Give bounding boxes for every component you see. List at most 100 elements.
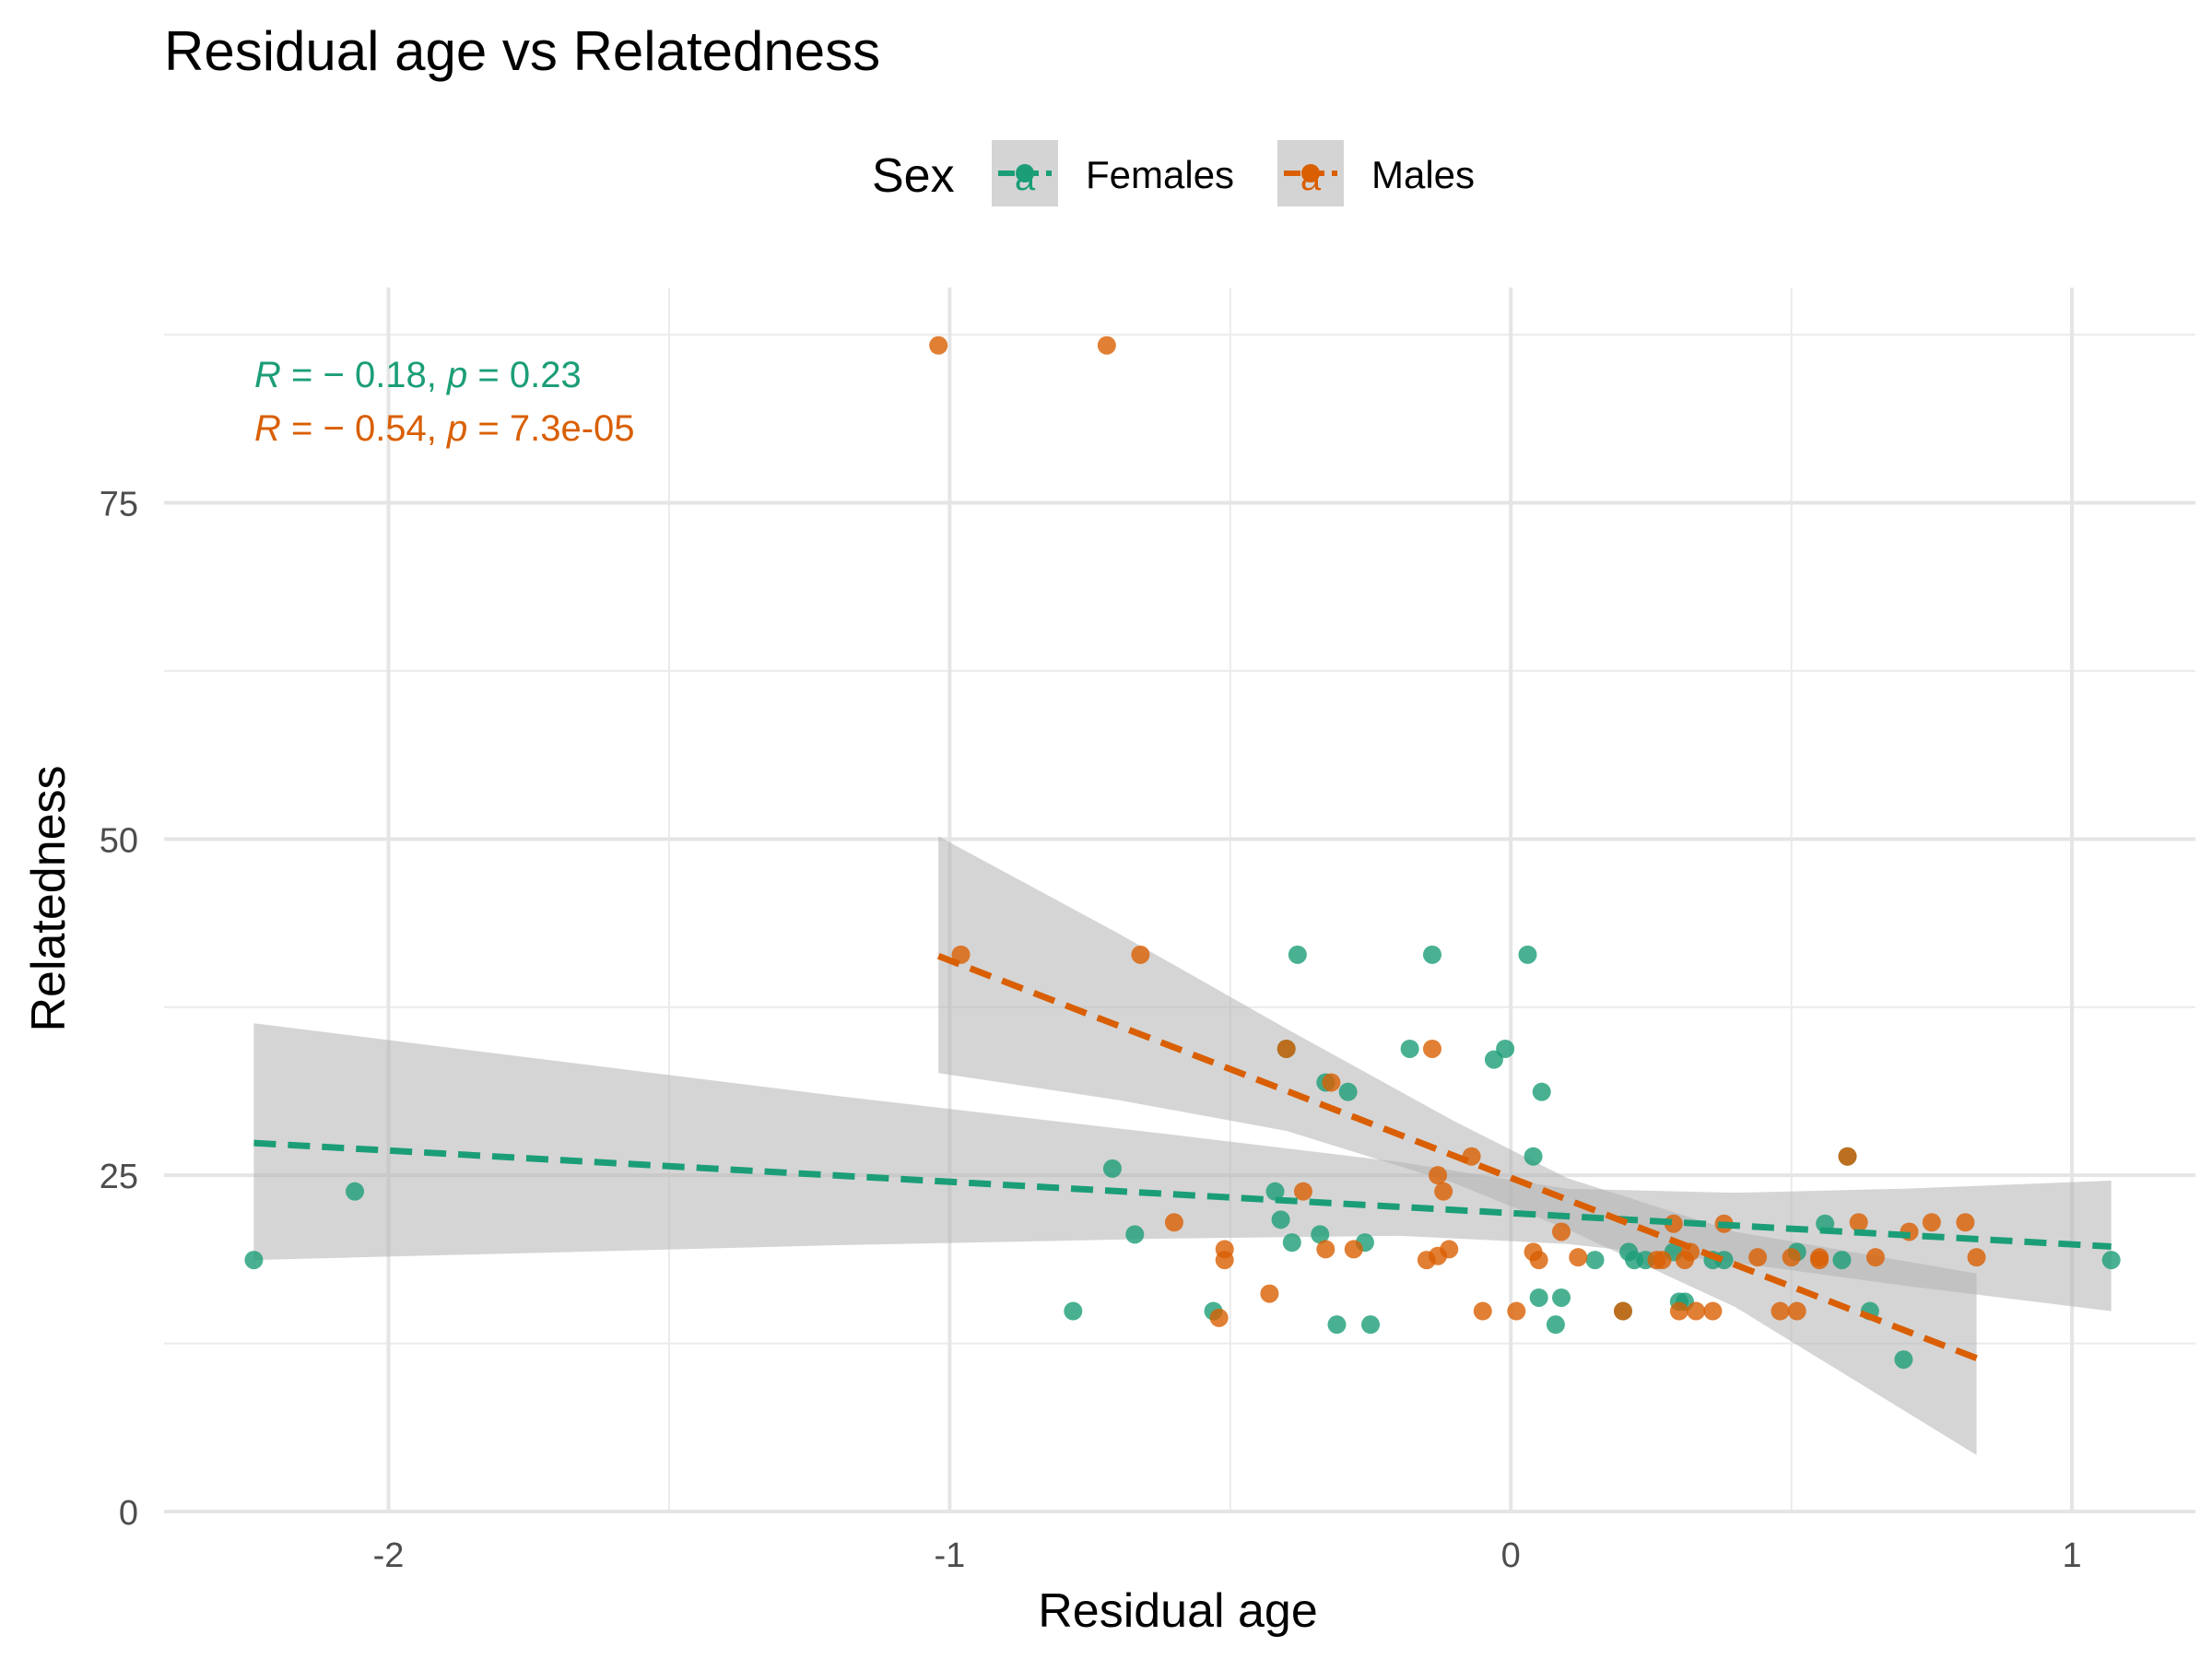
x-tick-label: -2 bbox=[373, 1536, 405, 1575]
data-point-males bbox=[1344, 1240, 1363, 1259]
x-axis-ticks: -2 -1 0 1 bbox=[373, 1536, 2082, 1575]
data-point-males bbox=[1097, 335, 1116, 355]
confidence-ribbon-males bbox=[938, 836, 1977, 1455]
data-point-males bbox=[1703, 1301, 1723, 1321]
data-point-females bbox=[1338, 1082, 1358, 1101]
annotation-males-p-value: = 7.3e-05 bbox=[467, 408, 634, 449]
legend-key-males: a bbox=[1277, 140, 1344, 206]
annotation-females-p-value: = 0.23 bbox=[467, 355, 581, 395]
data-point-males bbox=[1293, 1182, 1312, 1201]
regression-lines bbox=[253, 953, 2112, 1361]
data-point-females bbox=[1894, 1350, 1913, 1370]
data-point-males bbox=[1131, 945, 1150, 964]
x-tick-label: 1 bbox=[2062, 1536, 2081, 1575]
y-axis-ticks: 0 25 50 75 bbox=[100, 485, 138, 1533]
data-point-males bbox=[1277, 1039, 1296, 1058]
chart-title: Residual age vs Relatedness bbox=[164, 20, 880, 82]
data-point-males bbox=[1507, 1301, 1526, 1321]
legend-key-females-point bbox=[1016, 164, 1034, 182]
data-point-males bbox=[1434, 1182, 1453, 1201]
legend-key-males-point bbox=[1301, 164, 1320, 182]
data-point-males bbox=[1849, 1213, 1868, 1232]
data-point-males bbox=[1429, 1166, 1448, 1185]
data-point-males bbox=[951, 945, 971, 964]
data-point-females bbox=[1125, 1225, 1145, 1244]
data-point-females bbox=[1524, 1147, 1543, 1166]
annotation-females-p-label: p bbox=[446, 355, 467, 395]
data-point-males bbox=[1787, 1301, 1806, 1321]
data-point-males bbox=[1687, 1301, 1706, 1321]
annotation-males-r-label: R bbox=[254, 408, 281, 449]
data-point-males bbox=[1748, 1248, 1768, 1267]
data-point-males bbox=[1215, 1251, 1234, 1270]
y-tick-label: 25 bbox=[100, 1158, 138, 1196]
y-tick-label: 50 bbox=[100, 821, 138, 860]
regression-line-males bbox=[936, 953, 1978, 1361]
data-point-females bbox=[1518, 945, 1537, 964]
data-point-females bbox=[1311, 1225, 1330, 1244]
data-point-males bbox=[1529, 1251, 1548, 1270]
data-point-males bbox=[1569, 1248, 1588, 1267]
annotation-males: R = − 0.54, p = 7.3e-05 bbox=[254, 408, 635, 449]
legend-key-males-glyph: a bbox=[1300, 158, 1322, 198]
data-point-males bbox=[1440, 1240, 1459, 1259]
data-point-females bbox=[1288, 945, 1307, 964]
legend: Sex a Females a Males bbox=[872, 140, 1475, 206]
data-point-males bbox=[1422, 1039, 1441, 1058]
data-point-females bbox=[244, 1251, 264, 1270]
annotation-males-r-value: = − 0.54, bbox=[281, 408, 447, 449]
data-point-males bbox=[1967, 1248, 1986, 1267]
y-axis-label: Relatedness bbox=[22, 765, 76, 1031]
data-point-females bbox=[1529, 1288, 1548, 1307]
data-point-males bbox=[1810, 1248, 1830, 1267]
correlation-annotations: R = − 0.18, p = 0.23 R = − 0.54, p = 7.3… bbox=[254, 355, 635, 449]
data-point-males bbox=[1956, 1213, 1975, 1232]
data-point-females bbox=[1552, 1288, 1571, 1307]
data-point-males bbox=[1669, 1301, 1688, 1321]
regression-line-females bbox=[253, 1139, 2112, 1251]
annotation-males-p-label: p bbox=[446, 408, 467, 449]
data-point-males bbox=[1473, 1301, 1492, 1321]
data-point-males bbox=[1209, 1308, 1229, 1327]
legend-label-males: Males bbox=[1371, 153, 1475, 196]
data-point-males bbox=[1164, 1213, 1183, 1232]
data-point-females bbox=[1102, 1159, 1122, 1178]
x-tick-label: -1 bbox=[934, 1536, 965, 1575]
data-points bbox=[244, 335, 2121, 1370]
data-point-females bbox=[1361, 1315, 1381, 1335]
y-tick-label: 0 bbox=[119, 1494, 138, 1533]
data-point-females bbox=[1585, 1251, 1605, 1270]
legend-key-females: a bbox=[992, 140, 1058, 206]
legend-title: Sex bbox=[872, 149, 955, 203]
data-point-males bbox=[1771, 1301, 1790, 1321]
data-point-males bbox=[1782, 1248, 1801, 1267]
data-point-males bbox=[1316, 1240, 1335, 1259]
data-point-females bbox=[1400, 1039, 1419, 1058]
data-point-females bbox=[2101, 1251, 2121, 1270]
data-point-females bbox=[1265, 1182, 1285, 1201]
data-point-males bbox=[1865, 1248, 1885, 1267]
x-axis-label: Residual age bbox=[1038, 1584, 1318, 1638]
confidence-ribbons bbox=[253, 836, 2112, 1455]
data-point-females bbox=[1327, 1315, 1347, 1335]
data-point-females bbox=[1282, 1233, 1301, 1253]
data-point-females bbox=[1496, 1039, 1515, 1058]
data-point-males bbox=[1613, 1301, 1632, 1321]
data-point-males bbox=[1653, 1251, 1672, 1270]
data-point-females bbox=[1832, 1251, 1852, 1270]
legend-label-females: Females bbox=[1086, 153, 1234, 196]
x-tick-label: 0 bbox=[1501, 1536, 1521, 1575]
data-point-females bbox=[346, 1182, 365, 1201]
annotation-females-r-value: = − 0.18, bbox=[281, 355, 447, 395]
data-point-females bbox=[1532, 1082, 1551, 1101]
data-point-males bbox=[1260, 1284, 1279, 1303]
annotation-females-r-label: R bbox=[254, 355, 281, 395]
data-point-males bbox=[1552, 1222, 1571, 1241]
data-point-males bbox=[1922, 1213, 1941, 1232]
data-point-males bbox=[1322, 1073, 1341, 1092]
data-point-females bbox=[1422, 945, 1441, 964]
legend-key-females-glyph: a bbox=[1015, 158, 1036, 198]
annotation-females: R = − 0.18, p = 0.23 bbox=[254, 355, 582, 395]
data-point-females bbox=[1064, 1301, 1083, 1321]
